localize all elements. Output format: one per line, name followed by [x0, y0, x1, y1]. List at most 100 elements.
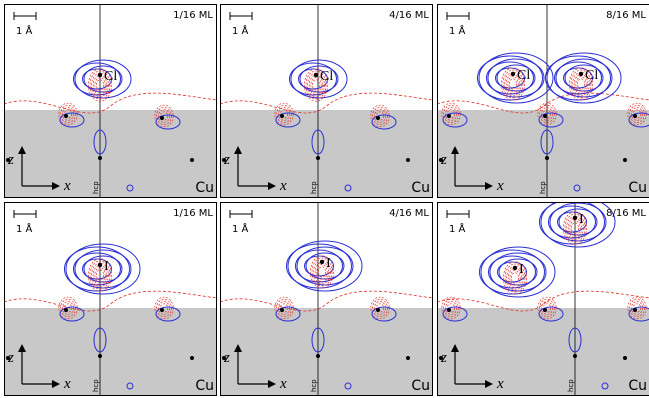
contour-negative — [437, 92, 649, 114]
contour-positive — [311, 327, 325, 353]
atom — [160, 308, 164, 312]
contour-negative — [62, 301, 74, 315]
scale-label: 1 Å — [16, 24, 33, 37]
contour-negative — [279, 109, 289, 119]
contour-positive — [558, 208, 598, 236]
contour-negative — [220, 290, 433, 312]
contour-positive — [126, 184, 134, 192]
contour-negative — [94, 77, 106, 93]
contour-negative — [446, 109, 456, 119]
z-axis-label: z — [223, 350, 230, 366]
contour-positive — [65, 243, 141, 295]
contour-positive — [126, 382, 134, 390]
arrow — [485, 380, 493, 388]
contour-negative — [4, 92, 217, 114]
contour-negative — [502, 69, 524, 99]
contour-negative — [509, 78, 517, 90]
contour-positive — [298, 68, 328, 90]
contour-negative — [570, 69, 592, 99]
panel-content: Cl Cl — [437, 4, 649, 198]
atom — [623, 158, 627, 162]
contour-positive — [563, 67, 593, 89]
atom — [578, 71, 584, 77]
contour-positive — [305, 252, 345, 280]
panel-content: II — [437, 202, 649, 396]
substrate-label: Cu — [628, 378, 647, 394]
contour-negative — [63, 303, 73, 313]
site-label: hcp — [310, 379, 318, 392]
z-axis-label: z — [223, 152, 230, 168]
contour-negative — [511, 272, 519, 284]
contour-positive — [488, 255, 536, 289]
contour-positive — [496, 64, 536, 92]
scale-label: 1 Å — [449, 222, 466, 235]
arrow — [52, 182, 60, 190]
contour-negative — [276, 105, 292, 123]
contour-negative — [372, 107, 388, 125]
contour-positive — [538, 306, 564, 322]
contour-positive — [344, 382, 352, 390]
atom — [545, 156, 549, 160]
contour-negative — [632, 303, 642, 313]
contour-negative — [316, 264, 328, 280]
atom — [376, 116, 380, 120]
contour-negative — [305, 70, 327, 100]
atom — [319, 259, 325, 265]
substrate-label: Cu — [195, 378, 214, 394]
z-axis-label: z — [440, 350, 447, 366]
scale-label: 1 Å — [16, 222, 33, 235]
contour-positive — [73, 252, 121, 286]
contour-negative — [159, 111, 169, 121]
x-axis-label: x — [496, 376, 504, 392]
site-label: hcp — [310, 181, 318, 194]
x-axis-label: x — [496, 178, 504, 194]
contour-negative — [575, 76, 587, 92]
contour-positive — [546, 52, 622, 104]
site-label: hcp — [567, 379, 575, 392]
contour-positive — [295, 249, 343, 283]
contour-negative — [159, 303, 169, 313]
contour-negative — [569, 220, 581, 236]
contour-negative — [445, 301, 457, 315]
coverage-label: 1/16 ML — [173, 208, 213, 219]
atom — [97, 262, 103, 268]
contour-negative — [158, 301, 170, 315]
contour-positive — [495, 67, 525, 89]
contour-negative — [629, 299, 645, 317]
contour-negative — [443, 105, 459, 123]
contour-negative — [501, 67, 525, 101]
site-label: hcp — [92, 181, 100, 194]
contour-positive — [155, 114, 181, 130]
arrow — [18, 146, 26, 154]
contour-positive — [304, 255, 334, 277]
contour-negative — [572, 71, 590, 97]
atom — [190, 158, 194, 162]
contour-negative — [539, 105, 555, 123]
contour-negative — [437, 290, 649, 312]
contour-positive — [486, 61, 534, 95]
atom — [572, 215, 578, 221]
contour-positive — [275, 306, 301, 322]
contour-negative — [443, 299, 459, 317]
contour-negative — [631, 301, 643, 315]
atom — [64, 114, 68, 118]
contour-negative — [629, 105, 645, 123]
panel-content: I — [220, 202, 433, 396]
contour-positive — [628, 112, 649, 128]
contour-negative — [503, 261, 527, 295]
atom — [98, 354, 102, 358]
atom — [316, 354, 320, 358]
contour-negative — [571, 222, 579, 234]
panel-content: I — [4, 202, 217, 396]
panel: I 1 Å 4/16 ML Cu z x hcp — [220, 202, 433, 396]
x-axis-label: x — [279, 178, 287, 194]
substrate-region — [4, 110, 217, 198]
atom — [98, 156, 102, 160]
substrate-label: Cu — [411, 378, 430, 394]
contour-positive — [554, 61, 602, 95]
contour-negative — [88, 68, 112, 102]
substrate-label: Cu — [195, 180, 214, 196]
atom — [6, 356, 10, 360]
contour-negative — [569, 67, 593, 101]
